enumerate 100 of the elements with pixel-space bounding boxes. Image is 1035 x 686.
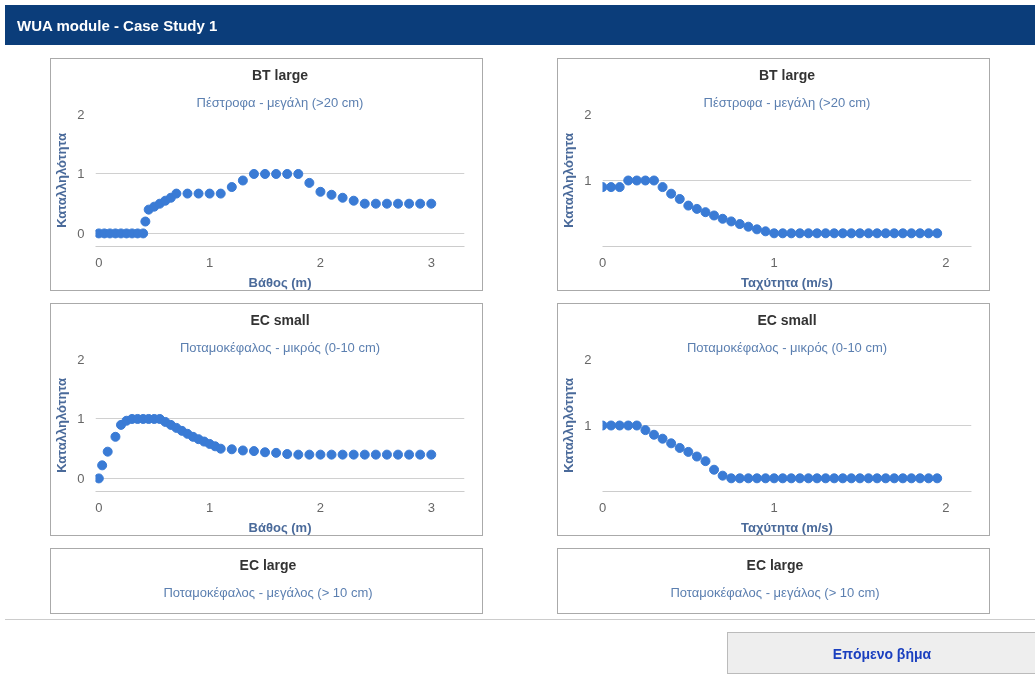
point [657,433,668,444]
point [348,449,359,460]
point [415,449,426,460]
point [880,473,891,484]
point [777,228,788,239]
chart-title: EC small [250,311,310,328]
point [932,228,943,239]
point [640,175,651,186]
x-tick-label: 0 [598,499,607,515]
point [709,210,720,221]
point [863,228,874,239]
point [623,420,634,431]
y-tick-label: 1 [77,166,85,182]
point [751,224,762,235]
y-axis-title: Καταλληλότητα [54,378,70,473]
point [717,213,728,224]
point [404,449,415,460]
point [293,449,304,460]
text: Ποταμοκέφαλος - μεγάλος (> 10 cm) [670,584,880,600]
point [751,473,762,484]
point [854,473,865,484]
x-tick-label: 1 [206,254,214,270]
point [359,198,370,209]
point [304,177,315,188]
point [606,420,617,431]
point [326,449,337,460]
point [829,473,840,484]
point [915,228,926,239]
y-tick-label: 0 [77,225,85,241]
point [923,473,934,484]
y-tick-label: 2 [77,107,85,122]
point [315,449,326,460]
point [359,449,370,460]
point [614,182,625,193]
point [691,451,702,462]
point [786,473,797,484]
y-tick-label: 0 [77,470,85,486]
y-tick-label: 1 [584,418,592,433]
x-tick-label: 2 [316,499,325,515]
point [260,447,271,458]
point [915,473,926,484]
point [248,168,259,179]
point [794,473,805,484]
point [666,438,677,449]
point [726,473,737,484]
y-tick-label: 2 [584,352,592,367]
text: WUA module - Case Study 1 [17,16,218,36]
x-axis-title: Ταχύτητα (m/s) [741,274,833,290]
x-tick-label: 0 [95,499,103,515]
point [769,228,780,239]
point [743,221,754,232]
point [381,198,392,209]
x-axis-title: Ταχύτητα (m/s) [741,519,833,535]
point [812,473,823,484]
y-axis-title: Καταλληλότητα [54,133,70,228]
point [880,228,891,239]
point [760,473,771,484]
point [674,442,685,453]
text: Επόμενο βήμα [727,632,1035,674]
y-axis-title: Καταλληλότητα [561,133,577,228]
point [769,473,780,484]
y-tick-label: 1 [77,411,85,427]
chart-subtitle: Πέστροφα - μεγάλη (>20 cm) [196,94,364,110]
point [248,446,259,457]
point [95,473,104,484]
point [700,456,711,467]
point [846,228,857,239]
point [897,228,908,239]
point [683,200,694,211]
point [717,470,728,481]
point [348,195,359,206]
point [393,198,404,209]
point [640,425,651,436]
y-tick-label: 1 [584,173,592,188]
point [709,464,720,475]
x-tick-label: 0 [95,254,103,270]
chart-title: BT large [758,66,816,83]
x-tick-label: 2 [942,499,950,515]
point [204,188,215,199]
point [820,228,831,239]
x-tick-label: 1 [770,254,778,270]
point [614,420,625,431]
text: EC large [746,556,804,573]
point [837,473,848,484]
point [743,473,754,484]
point [215,443,226,454]
point [182,188,193,199]
y-axis-title: Καταλληλότητα [561,378,577,473]
text: EC large [239,556,297,573]
point [404,198,415,209]
chart-title: EC small [757,311,817,328]
point [426,449,437,460]
point [293,168,304,179]
point [260,168,271,179]
point [734,219,745,230]
point [837,228,848,239]
point [370,449,381,460]
point [691,203,702,214]
point [786,228,797,239]
point [315,186,326,197]
